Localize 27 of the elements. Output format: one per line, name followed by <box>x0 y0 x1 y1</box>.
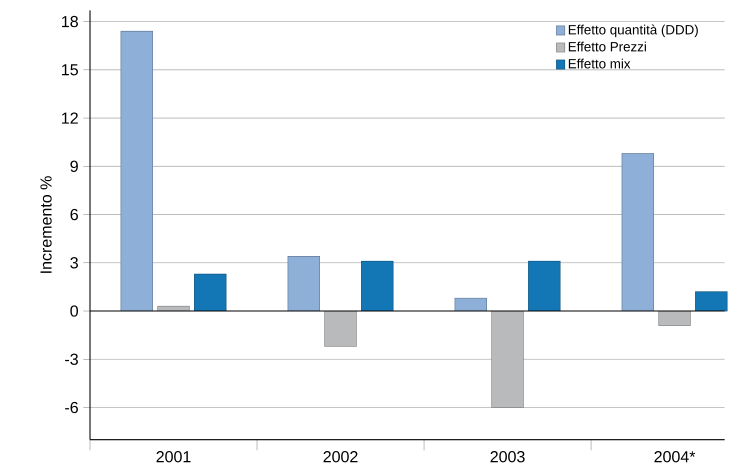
y-tick-label: 12 <box>62 112 78 124</box>
bar <box>361 260 394 312</box>
x-tick-label: 2001 <box>156 451 191 462</box>
y-tick-label: 6 <box>70 208 78 220</box>
y-tick-label: -6 <box>65 402 78 414</box>
x-tick-label: 2002 <box>324 451 358 462</box>
y-tick-label: 18 <box>62 16 78 28</box>
x-tick-label: 2003 <box>490 451 525 462</box>
bar <box>324 310 357 347</box>
legend-label: Effetto mix <box>568 58 630 68</box>
bar <box>120 30 153 312</box>
y-tick-label: 15 <box>62 64 78 76</box>
y-tick-label: 0 <box>70 305 78 317</box>
bar <box>288 256 320 312</box>
bar <box>622 153 654 312</box>
bar <box>658 310 691 326</box>
y-axis-title: Incremento % <box>40 176 52 273</box>
y-tick-label: 3 <box>70 257 78 268</box>
legend-label: Effetto quantità (DDD) <box>568 24 698 38</box>
y-tick-label: -3 <box>65 354 78 365</box>
legend-label: Effetto Prezzi <box>568 42 646 52</box>
bar <box>528 260 560 312</box>
x-tick-label: 2004* <box>654 451 696 462</box>
bar <box>695 291 728 312</box>
y-tick-label: 9 <box>70 160 78 172</box>
bar <box>454 298 488 312</box>
bar <box>194 274 226 312</box>
